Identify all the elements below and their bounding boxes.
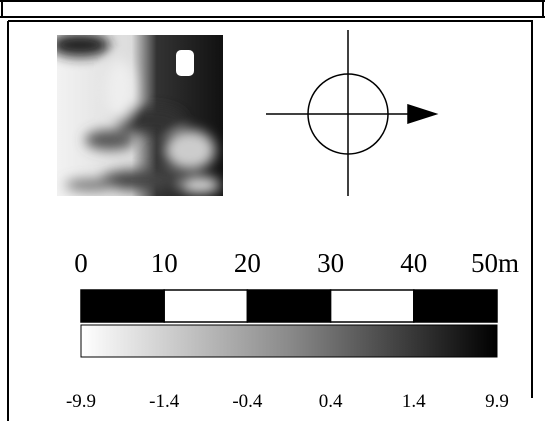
- colorbar-label: 9.9: [485, 391, 509, 412]
- colorbar-label: 1.4: [402, 391, 426, 412]
- scale-bar: 0 10 20 30 40 50m: [74, 248, 519, 322]
- scale-segment: [414, 290, 497, 322]
- colorbar-label: -9.9: [66, 391, 96, 412]
- scale-segment: [331, 290, 414, 322]
- intensity-image: [50, 33, 223, 196]
- scale-label: 0: [74, 248, 88, 278]
- colorbar-label: -0.4: [232, 391, 263, 412]
- scale-label: 40: [400, 248, 427, 278]
- scale-label: 20: [234, 248, 261, 278]
- colorbar-label: -1.4: [149, 391, 180, 412]
- scale-segment: [81, 290, 164, 322]
- figure: 0 10 20 30 40 50m -9.9 -1.4 -0.4 0.4 1.4 9.9: [0, 0, 545, 421]
- colorbar-label: 0.4: [319, 391, 343, 412]
- scale-label: 30: [317, 248, 344, 278]
- colorbar: -9.9 -1.4 -0.4 0.4 1.4 9.9: [66, 325, 509, 412]
- colorbar-gradient: [81, 325, 497, 357]
- scale-label: 10: [151, 248, 178, 278]
- scale-segment: [164, 290, 247, 322]
- scale-segment: [247, 290, 330, 322]
- north-arrow-symbol: [266, 30, 436, 196]
- scale-label: 50m: [471, 248, 519, 278]
- page: 01020304050m -9.9-1.4-0.40.41.49.9 (() =…: [0, 0, 545, 421]
